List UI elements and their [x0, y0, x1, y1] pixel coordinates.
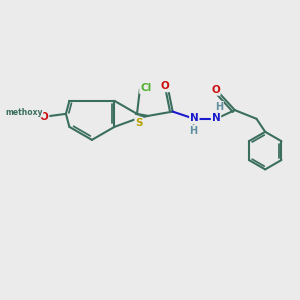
Text: H: H	[215, 102, 223, 112]
Text: methoxy: methoxy	[5, 108, 43, 117]
Text: O: O	[40, 112, 49, 122]
Text: O: O	[211, 85, 220, 95]
Text: N: N	[212, 113, 220, 123]
Text: O: O	[160, 81, 169, 92]
Text: N: N	[190, 113, 199, 123]
Text: Cl: Cl	[140, 83, 151, 93]
Text: S: S	[135, 118, 143, 128]
Text: H: H	[189, 126, 197, 136]
